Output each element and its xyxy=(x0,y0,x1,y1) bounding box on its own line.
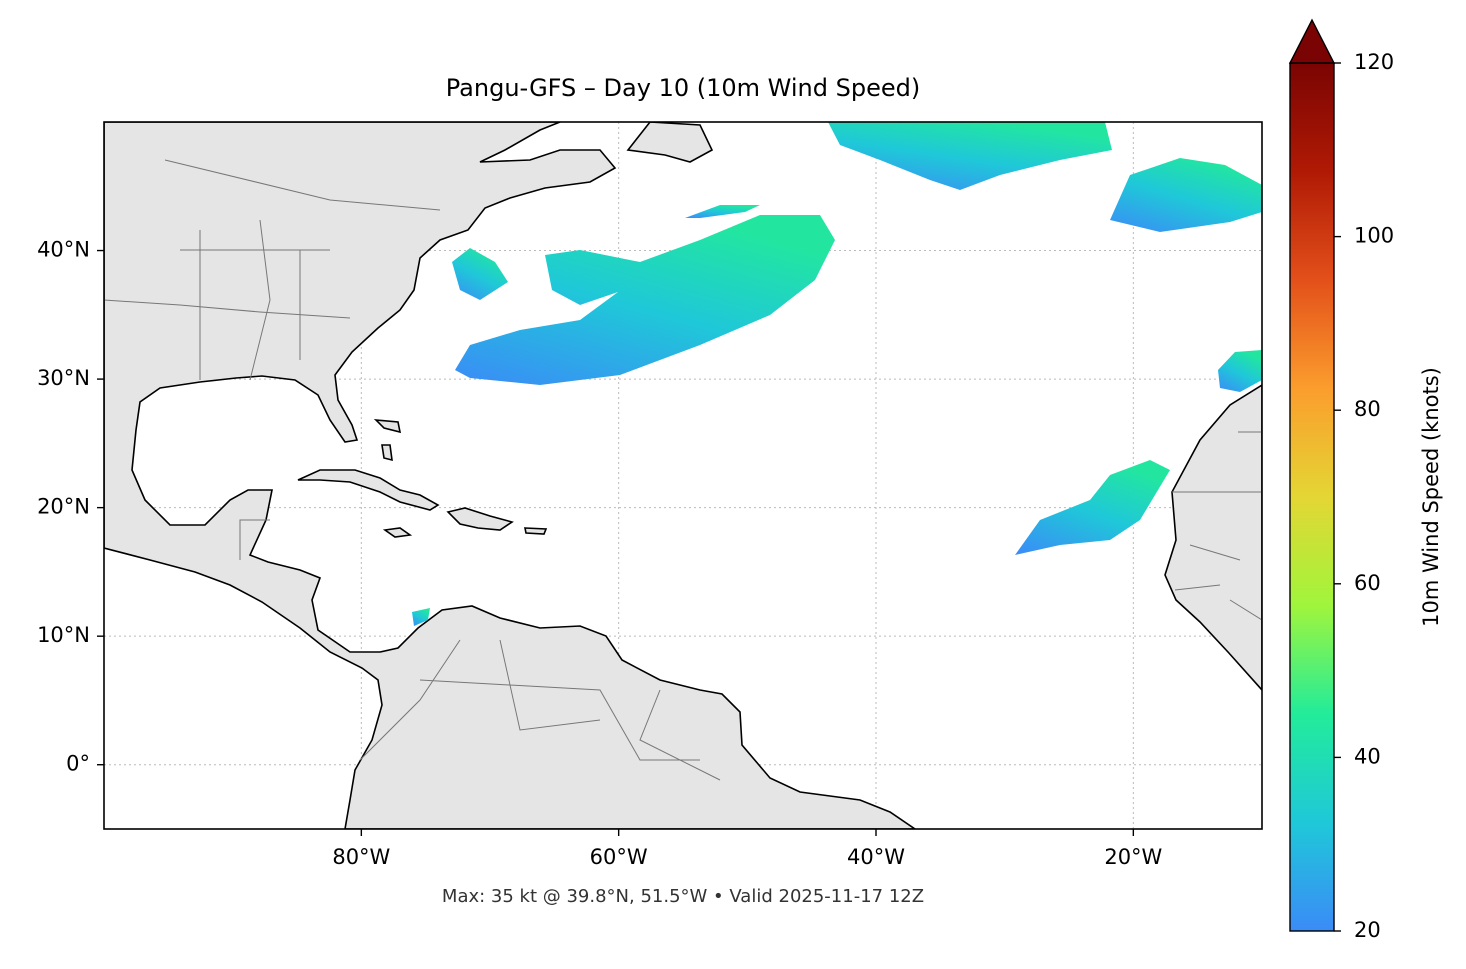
hispaniola xyxy=(446,507,514,531)
colorbar-tick-label: 100 xyxy=(1354,224,1394,248)
colorbar-tick-label: 40 xyxy=(1354,744,1381,768)
cuba xyxy=(297,469,440,511)
africa-borders xyxy=(1172,431,1262,621)
colorbar-label: 10m Wind Speed (knots) xyxy=(1419,367,1443,627)
colorbar-extend xyxy=(1288,18,1336,64)
jamaica xyxy=(382,527,413,538)
colorbar xyxy=(1288,18,1336,932)
puerto-rico xyxy=(524,527,548,535)
x-tick-label: 60°W xyxy=(590,845,648,869)
colorbar-tick-label: 120 xyxy=(1354,50,1394,74)
map-frame xyxy=(103,121,1263,830)
y-tick-label: 10°N xyxy=(37,623,90,647)
bahamas xyxy=(373,419,402,462)
y-tick-label: 40°N xyxy=(37,238,90,262)
colorbar-bar xyxy=(1289,62,1335,932)
borders xyxy=(104,159,721,781)
newfoundland xyxy=(626,122,714,163)
colorbar-tick-label: 80 xyxy=(1354,397,1381,421)
x-tick-label: 40°W xyxy=(847,845,905,869)
colorbar-tick-label: 20 xyxy=(1354,918,1381,942)
africa xyxy=(1164,384,1262,692)
grid xyxy=(104,122,1262,829)
map-area xyxy=(104,122,1262,829)
colorbar-tick-label: 60 xyxy=(1354,571,1381,595)
x-tick-label: 20°W xyxy=(1104,845,1162,869)
wind-field xyxy=(412,122,1262,626)
chart-title: Pangu-GFS – Day 10 (10m Wind Speed) xyxy=(446,74,920,102)
x-tick-label: 80°W xyxy=(332,845,390,869)
americas xyxy=(104,122,917,829)
y-tick-label: 30°N xyxy=(37,366,90,390)
y-tick-label: 0° xyxy=(66,752,90,776)
annotation: Max: 35 kt @ 39.8°N, 51.5°W • Valid 2025… xyxy=(442,886,924,907)
y-tick-label: 20°N xyxy=(37,495,90,519)
